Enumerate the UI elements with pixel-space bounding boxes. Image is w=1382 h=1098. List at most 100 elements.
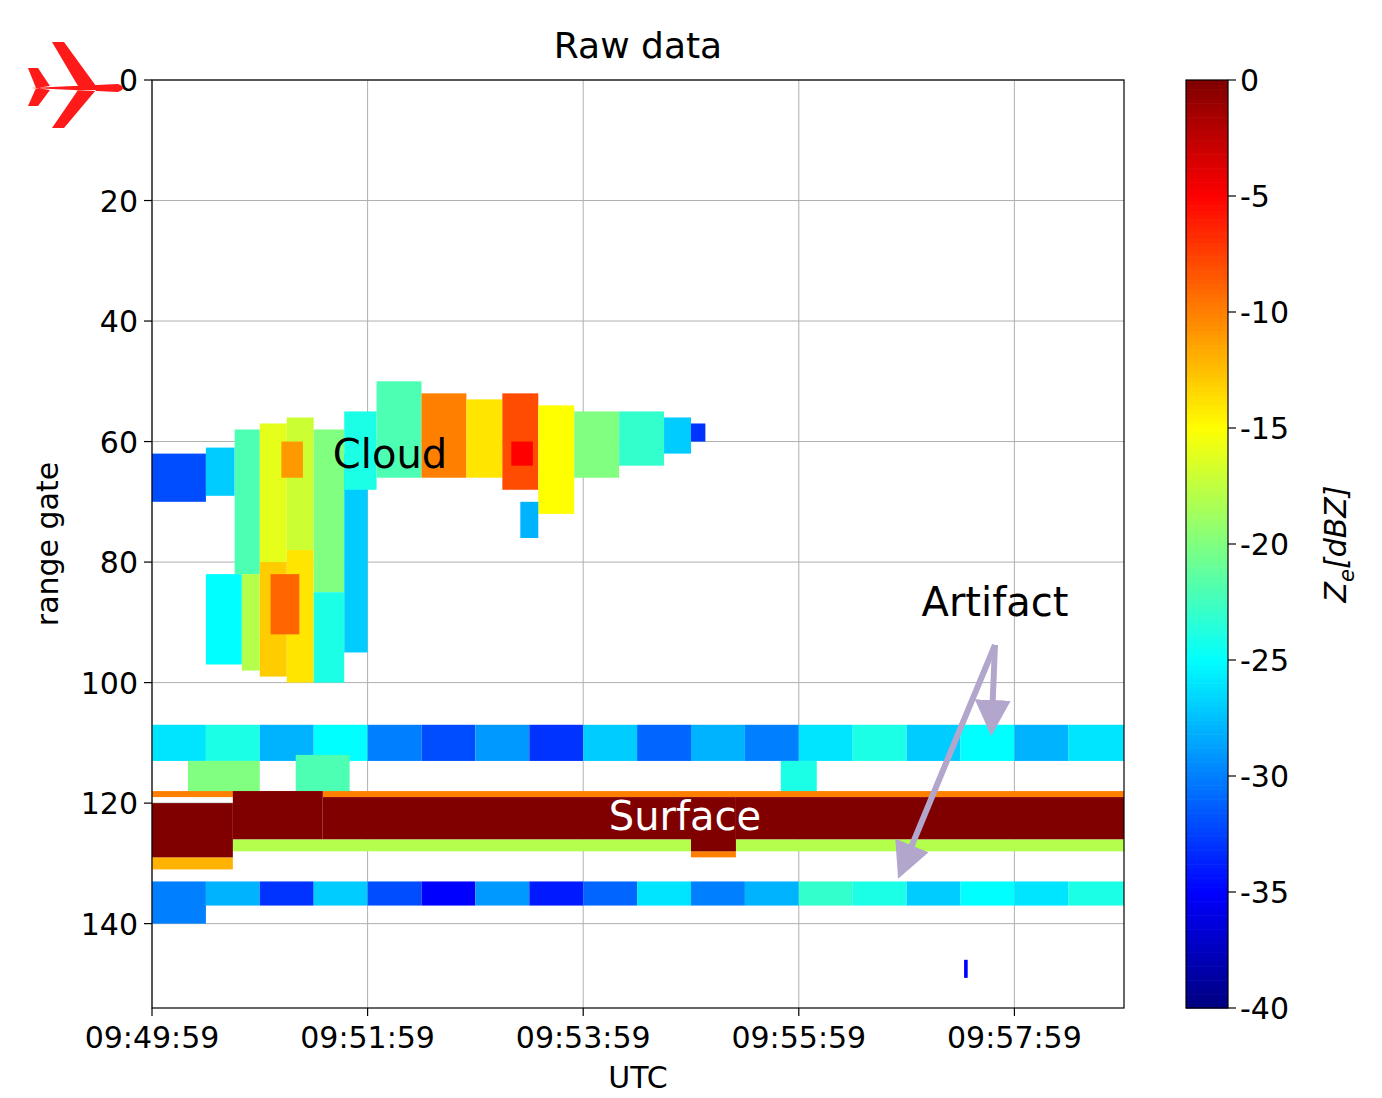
colorbar-step [1186,419,1228,424]
colorbar-step [1186,748,1228,753]
colorbar-step [1186,869,1228,874]
colorbar-step [1186,790,1228,795]
colorbar-step [1186,112,1228,117]
colorbar-tick-label: 0 [1240,63,1259,98]
colorbar-step [1186,846,1228,851]
colorbar-step [1186,864,1228,869]
y-tick-label: 140 [81,907,138,942]
cell [206,725,260,761]
colorbar-step [1186,771,1228,776]
colorbar-step [1186,628,1228,633]
colorbar-step [1186,683,1228,688]
colorbar-step [1186,89,1228,94]
colorbar-step [1186,159,1228,164]
cell [583,725,637,761]
colorbar-step [1186,266,1228,271]
colorbar-step [1186,196,1228,201]
colorbar-step [1186,609,1228,614]
x-tick [583,1008,584,1016]
colorbar-step [1186,836,1228,841]
colorbar-step [1186,191,1228,196]
colorbar-step [1186,692,1228,697]
colorbar-step [1186,818,1228,823]
cell [368,881,422,905]
colorbar-step [1186,368,1228,373]
colorbar-step [1186,952,1228,957]
colorbar-step [1186,646,1228,651]
colorbar-step [1186,576,1228,581]
cell [691,725,745,761]
colorbar-tick-label: -25 [1240,643,1289,678]
cell [314,881,368,905]
colorbar-step [1186,799,1228,804]
plot-frame [152,80,1124,1008]
cell [152,881,206,923]
colorbar-step [1186,85,1228,90]
colorbar-step [1186,795,1228,800]
colorbar-step [1186,117,1228,122]
colorbar-step [1186,679,1228,684]
grid-line [583,80,584,1008]
x-tick-label: 09:55:59 [731,1020,866,1055]
colorbar-tick-label: -15 [1240,411,1289,446]
cell [287,417,314,550]
cell [475,881,529,905]
colorbar-step [1186,637,1228,642]
colorbar-step [1186,730,1228,735]
cell [466,399,502,477]
colorbar-step [1186,948,1228,953]
colorbar-step [1186,474,1228,479]
colorbar-step [1186,150,1228,155]
colorbar-step [1186,312,1228,317]
chart: 09:49:5909:51:5909:53:5909:55:5909:57:59… [0,0,1382,1098]
cell [691,423,705,441]
colorbar-step [1186,460,1228,465]
colorbar-step [1186,651,1228,656]
cell [1068,725,1124,761]
colorbar-step [1186,563,1228,568]
colorbar-step [1186,437,1228,442]
colorbar-step [1186,753,1228,758]
colorbar-step [1186,716,1228,721]
colorbar-step [1186,103,1228,108]
cell [574,411,619,477]
colorbar-step [1186,502,1228,507]
colorbar-step [1186,887,1228,892]
colorbar-step [1186,470,1228,475]
artifact-arrows [905,645,995,862]
colorbar-step [1186,781,1228,786]
colorbar-step [1186,776,1228,781]
colorbar-tick-label: -30 [1240,759,1289,794]
colorbar-step [1186,465,1228,470]
cell [281,442,303,478]
colorbar-step [1186,433,1228,438]
colorbar-step [1186,284,1228,289]
cell [422,881,476,905]
colorbar-step [1186,976,1228,981]
colorbar-step [1186,688,1228,693]
colorbar-step [1186,553,1228,558]
colorbar-step [1186,219,1228,224]
colorbar-step [1186,785,1228,790]
colorbar-tick-label: -35 [1240,875,1289,910]
colorbar-step [1186,94,1228,99]
cell [152,839,1124,851]
colorbar-step [1186,335,1228,340]
y-tick [144,79,152,80]
colorbar-step [1186,122,1228,127]
colorbar-step [1186,354,1228,359]
colorbar-step [1186,822,1228,827]
colorbar-step [1186,173,1228,178]
colorbar-step [1186,242,1228,247]
colorbar-step [1186,767,1228,772]
y-tick [144,200,152,201]
colorbar-step [1186,808,1228,813]
colorbar-step [1186,897,1228,902]
colorbar-step [1186,994,1228,999]
cell [961,881,1015,905]
colorbar-step [1186,971,1228,976]
colorbar-step [1186,423,1228,428]
colorbar-step [1186,920,1228,925]
cells [152,381,1124,978]
colorbar-step [1186,855,1228,860]
